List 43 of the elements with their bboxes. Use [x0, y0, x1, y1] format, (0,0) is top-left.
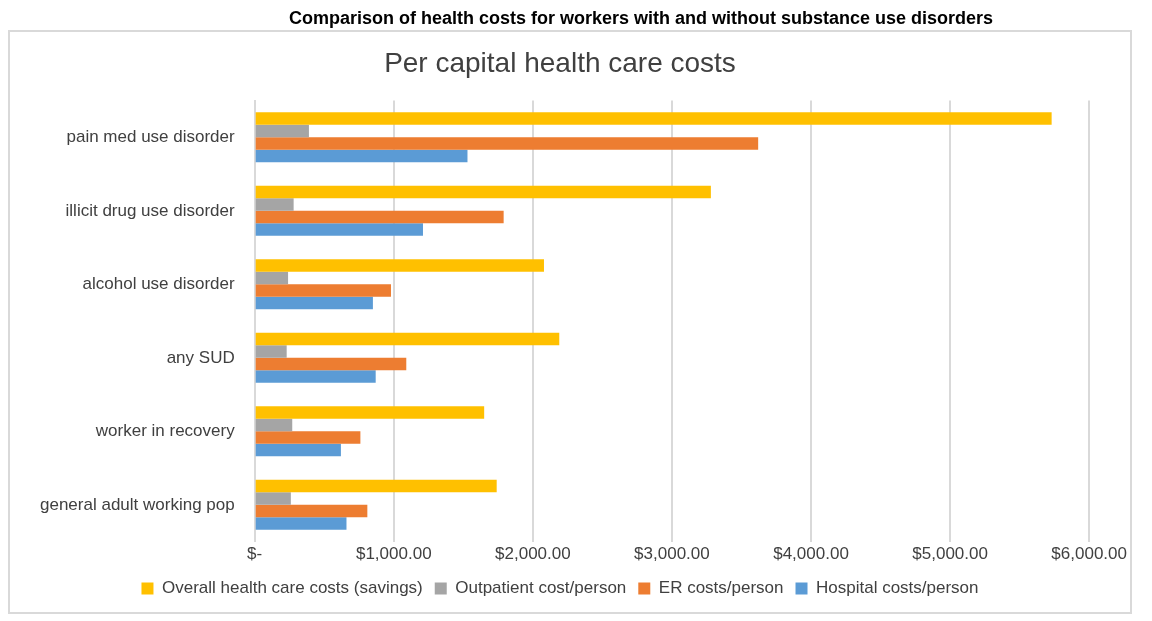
bar — [255, 492, 291, 505]
x-tick-label: $- — [247, 544, 263, 564]
chart-title: Comparison of health costs for workers with and without substance use disorders — [287, 8, 995, 30]
bar — [255, 357, 407, 371]
y-tick-label: illicit drug use disorder — [65, 200, 236, 220]
bar — [255, 443, 341, 457]
y-tick-label: any SUD — [166, 347, 235, 367]
bar — [255, 504, 368, 518]
bar — [255, 124, 309, 138]
x-tick-label: $1,000.00 — [355, 544, 432, 564]
bar — [255, 185, 711, 199]
bar — [255, 271, 289, 285]
bar — [255, 137, 759, 150]
bar — [255, 406, 485, 419]
bar — [255, 418, 293, 432]
bar — [255, 345, 287, 358]
x-tick-label: $4,000.00 — [773, 544, 849, 564]
bar — [255, 149, 468, 163]
legend-label: ER costs/person — [658, 578, 784, 598]
bar — [255, 431, 361, 444]
legend-label: Overall health care costs (savings) — [161, 578, 423, 598]
x-tick-label: $5,000.00 — [912, 544, 988, 564]
bar — [255, 112, 1052, 125]
y-tick-label: pain med use disorder — [66, 127, 236, 147]
bar — [255, 370, 376, 383]
bar — [255, 259, 544, 272]
y-tick-label: general adult working pop — [40, 494, 235, 514]
x-tick-label: $6,000.00 — [1051, 544, 1128, 564]
chart-subtitle: Per capital health care costs — [384, 46, 736, 78]
y-tick-label: worker in recovery — [94, 421, 236, 441]
y-tick-label: alcohol use disorder — [82, 274, 236, 294]
bar — [255, 517, 347, 530]
x-tick-label: $3,000.00 — [634, 544, 710, 564]
legend-label: Hospital costs/person — [816, 578, 979, 598]
bar — [255, 210, 504, 224]
bar — [255, 296, 373, 310]
bar — [255, 223, 423, 236]
bar — [255, 332, 560, 346]
bar — [255, 479, 497, 493]
legend-label: Outpatient cost/person — [455, 578, 627, 598]
x-tick-label: $2,000.00 — [495, 544, 571, 564]
bar — [255, 284, 391, 297]
bar — [255, 198, 294, 211]
